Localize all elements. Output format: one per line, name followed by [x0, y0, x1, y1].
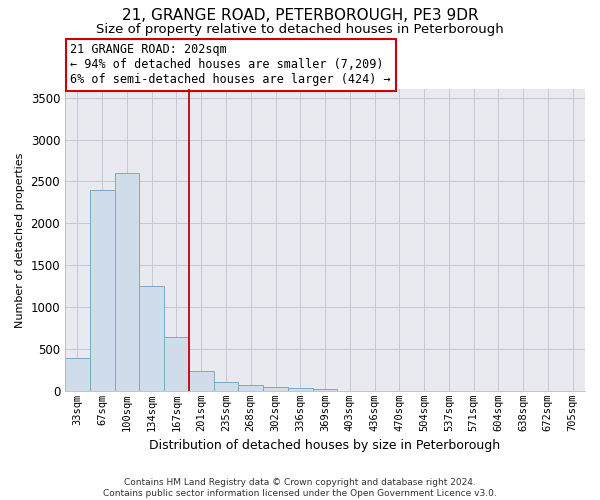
Y-axis label: Number of detached properties: Number of detached properties [15, 152, 25, 328]
Bar [288, 388, 313, 391]
Text: 21 GRANGE ROAD: 202sqm
← 94% of detached houses are smaller (7,209)
6% of semi-d: 21 GRANGE ROAD: 202sqm ← 94% of detached… [70, 44, 391, 86]
Bar [263, 386, 288, 391]
Text: 21, GRANGE ROAD, PETERBOROUGH, PE3 9DR: 21, GRANGE ROAD, PETERBOROUGH, PE3 9DR [122, 8, 478, 22]
Bar [313, 389, 337, 391]
Bar [214, 382, 238, 391]
Text: Contains HM Land Registry data © Crown copyright and database right 2024.
Contai: Contains HM Land Registry data © Crown c… [103, 478, 497, 498]
Bar [139, 286, 164, 391]
Bar [115, 173, 139, 391]
Bar [238, 385, 263, 391]
Bar [90, 190, 115, 391]
X-axis label: Distribution of detached houses by size in Peterborough: Distribution of detached houses by size … [149, 440, 500, 452]
Bar [65, 358, 90, 391]
Bar [189, 371, 214, 391]
Bar [164, 338, 189, 391]
Text: Size of property relative to detached houses in Peterborough: Size of property relative to detached ho… [96, 22, 504, 36]
